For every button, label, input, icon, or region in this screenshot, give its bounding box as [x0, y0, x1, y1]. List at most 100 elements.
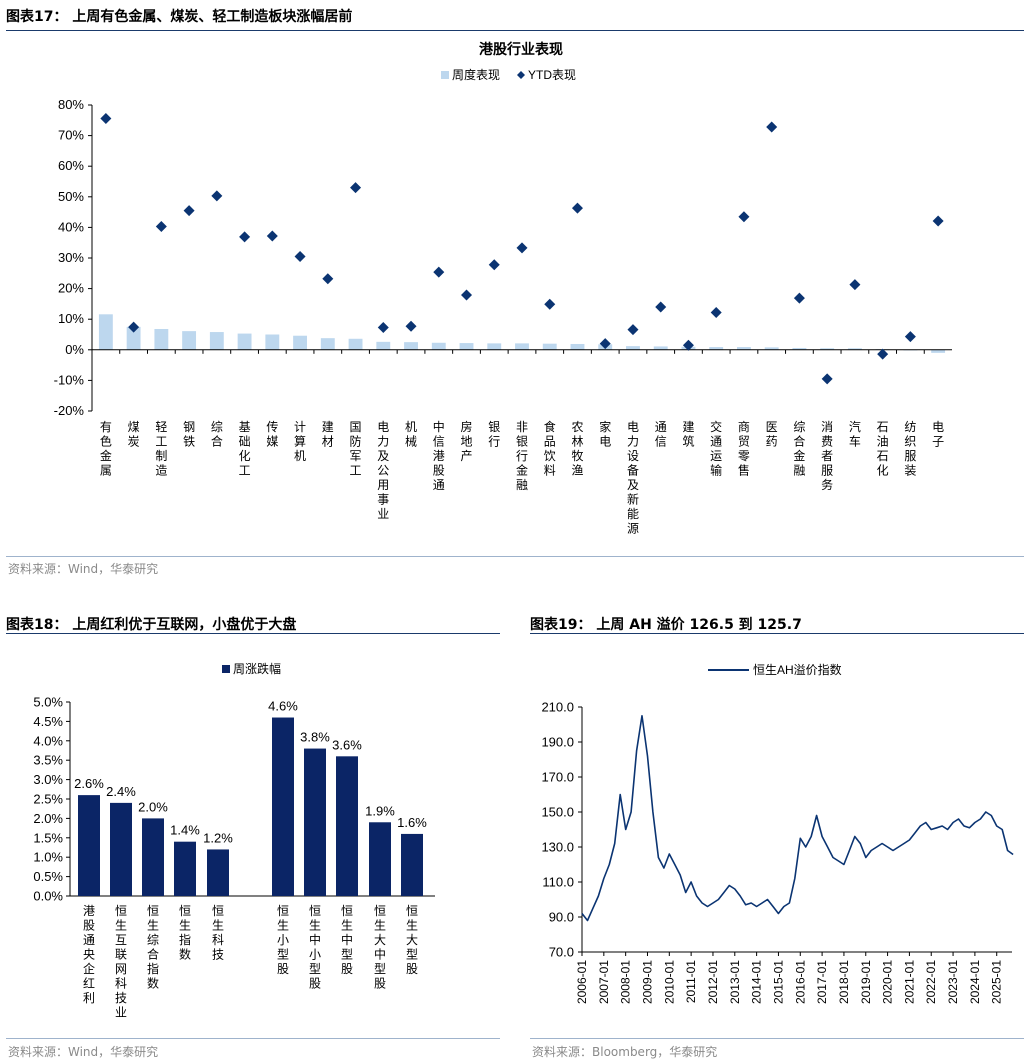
svg-text:色: 色: [100, 435, 112, 449]
y-tick-label: 50%: [58, 189, 84, 204]
legend-marker-ytd: [517, 71, 525, 79]
bar-恒生综合指数: [142, 818, 164, 896]
svg-text:型: 型: [277, 948, 289, 962]
svg-text:恒: 恒: [147, 904, 159, 918]
bar-weekly-传媒: [265, 334, 280, 350]
figure-17-source: 资料来源：Wind，华泰研究: [8, 562, 159, 576]
point-ytd-建材: [322, 273, 334, 285]
svg-text:防: 防: [350, 434, 362, 449]
data-label-恒生大中型股: 1.9%: [365, 803, 395, 818]
svg-text:业: 业: [377, 507, 389, 521]
svg-text:力: 力: [377, 435, 389, 449]
bar-weekly-商贸零售: [737, 347, 751, 350]
svg-text:指: 指: [147, 961, 159, 976]
svg-text:军: 军: [350, 449, 362, 463]
y-tick-label: 0.5%: [33, 869, 63, 884]
svg-text:织: 织: [904, 435, 916, 449]
y-tick-label: 0%: [65, 342, 84, 357]
svg-text:网: 网: [115, 962, 127, 976]
svg-text:恒: 恒: [179, 904, 191, 918]
svg-text:数: 数: [179, 947, 191, 962]
svg-text:综: 综: [147, 933, 159, 947]
svg-text:电: 电: [377, 420, 389, 434]
svg-text:石: 石: [877, 420, 889, 434]
bar-weekly-医药: [764, 347, 779, 350]
bar-港股通央企红利: [78, 795, 100, 896]
legend-label-weekly-change: 周涨跌幅: [233, 661, 281, 676]
svg-text:小: 小: [309, 948, 321, 962]
svg-text:汽: 汽: [849, 419, 861, 434]
svg-text:融: 融: [793, 464, 805, 478]
bar-恒生中小型股: [304, 748, 326, 896]
svg-text:中: 中: [341, 932, 353, 947]
point-ytd-电力设备及新能源: [627, 324, 639, 336]
bar-weekly-综合: [209, 332, 224, 350]
point-ytd-钢铁: [183, 205, 195, 217]
svg-text:医: 医: [766, 420, 778, 434]
point-ytd-计算机: [294, 250, 306, 262]
bar-weekly-电力及公用事业: [376, 341, 391, 350]
bar-恒生小型股: [272, 717, 294, 896]
bar-weekly-银行: [487, 343, 502, 350]
svg-text:中: 中: [374, 947, 386, 962]
x-tick-label-2019-01: 2019-01: [859, 960, 873, 1004]
svg-text:生: 生: [277, 919, 289, 933]
bar-weekly-电子: [931, 349, 946, 353]
svg-text:机: 机: [405, 420, 417, 434]
svg-text:产: 产: [461, 449, 473, 463]
svg-text:及: 及: [627, 478, 639, 492]
svg-text:贸: 贸: [738, 435, 750, 449]
svg-text:炭: 炭: [128, 435, 140, 449]
y-tick-label: 70%: [58, 128, 84, 143]
point-ytd-电力及公用事业: [377, 321, 389, 333]
svg-text:有: 有: [100, 420, 112, 434]
svg-text:材: 材: [322, 435, 334, 449]
bar-恒生科技: [207, 849, 229, 896]
y-tick-label: 40%: [58, 219, 84, 234]
svg-text:石: 石: [877, 449, 889, 463]
y-tick-label: 130.0: [541, 840, 574, 855]
y-tick-label: 10%: [58, 311, 84, 326]
svg-text:股: 股: [341, 962, 353, 976]
bar-恒生指数: [174, 841, 196, 896]
svg-text:银: 银: [488, 420, 500, 434]
svg-text:科: 科: [212, 933, 224, 947]
svg-text:工: 工: [350, 464, 362, 478]
svg-text:新: 新: [627, 492, 639, 507]
x-label-综合: 综合: [211, 420, 223, 449]
x-label-轻工制造: 轻工制造: [155, 420, 167, 478]
svg-text:基: 基: [239, 420, 251, 434]
x-label-计算机: 计算机: [294, 420, 306, 463]
bar-weekly-计算机: [293, 335, 307, 350]
bar-weekly-通信: [653, 346, 668, 350]
point-ytd-有色金属: [100, 112, 112, 124]
point-ytd-石油石化: [877, 348, 889, 360]
bar-weekly-中信港股通: [431, 342, 446, 350]
svg-text:生: 生: [341, 919, 353, 933]
svg-text:输: 输: [710, 463, 722, 478]
svg-text:建: 建: [682, 420, 694, 434]
x-label-家电: 家电: [599, 419, 611, 449]
point-ytd-医药: [766, 121, 778, 133]
svg-text:行: 行: [516, 449, 528, 463]
svg-text:金: 金: [100, 448, 112, 463]
svg-text:中: 中: [433, 419, 445, 434]
svg-text:恒: 恒: [115, 904, 127, 918]
svg-text:红: 红: [83, 976, 95, 991]
point-ytd-房地产: [461, 289, 473, 301]
svg-text:者: 者: [821, 449, 833, 463]
figure-18-title-rule: [6, 633, 500, 634]
point-ytd-中信港股通: [433, 266, 445, 278]
svg-text:恒: 恒: [309, 904, 321, 918]
